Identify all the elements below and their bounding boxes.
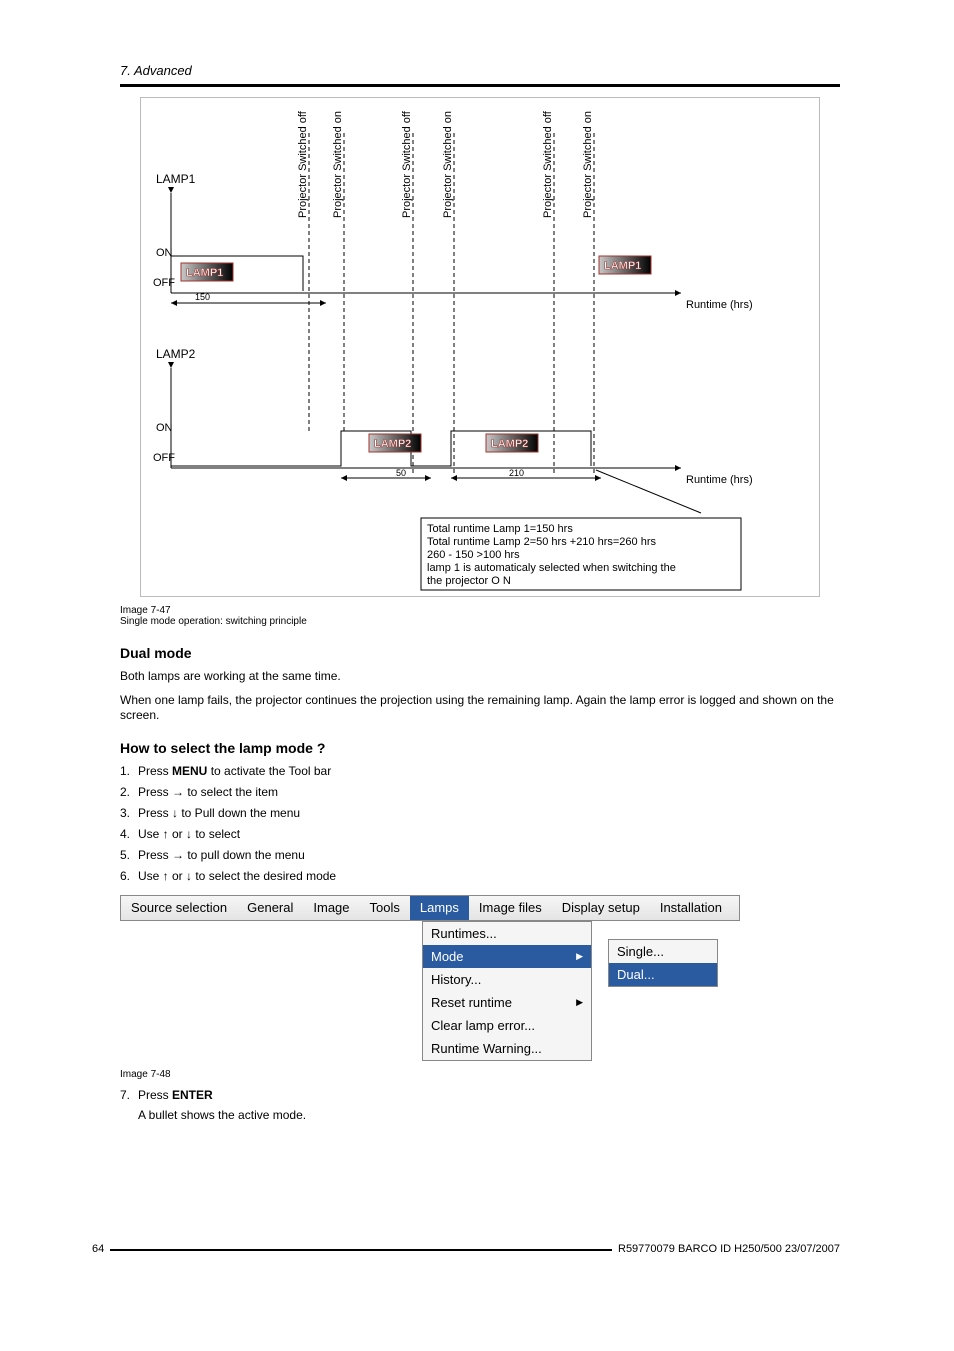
- dropdown-item[interactable]: Runtimes...: [423, 922, 591, 945]
- svg-text:50: 50: [396, 468, 406, 478]
- menubar-item[interactable]: Source selection: [121, 896, 237, 920]
- switching-diagram: Projector Switched off Projector Switched…: [140, 97, 820, 597]
- step-item: 6.Use ↑ or ↓ to select the desired mode: [120, 869, 840, 883]
- header-rule: [120, 84, 840, 87]
- submenu-arrow-icon: ▶: [576, 997, 583, 1008]
- info-line: Total runtime Lamp 1=150 hrs: [427, 523, 573, 535]
- menubar-item[interactable]: Image files: [469, 896, 552, 920]
- svg-text:LAMP1: LAMP1: [186, 267, 223, 279]
- dual-mode-p2: When one lamp fails, the projector conti…: [120, 693, 840, 724]
- dropdown-mode: Single...Dual...: [608, 939, 718, 987]
- info-line: the projector O N: [427, 575, 511, 587]
- dropdown-lamps: Runtimes...Mode▶History...Reset runtime▶…: [422, 921, 592, 1061]
- menubar-item[interactable]: Tools: [360, 896, 410, 920]
- projector-switch-label: Projector Switched on: [332, 111, 344, 218]
- projector-switch-label: Projector Switched off: [542, 110, 554, 218]
- svg-text:LAMP2: LAMP2: [491, 438, 528, 450]
- projector-switch-label: Projector Switched off: [297, 110, 309, 218]
- lamp2-label: LAMP2: [156, 347, 196, 361]
- dropdown-item[interactable]: Mode▶: [423, 945, 591, 968]
- info-line: Total runtime Lamp 2=50 hrs +210 hrs=260…: [427, 536, 656, 548]
- svg-text:LAMP2: LAMP2: [374, 438, 411, 450]
- dropdown-item[interactable]: Single...: [609, 940, 717, 963]
- svg-text:Runtime (hrs): Runtime (hrs): [686, 299, 753, 311]
- projector-switch-label: Projector Switched on: [582, 111, 594, 218]
- dropdown-item[interactable]: Dual...: [609, 963, 717, 986]
- dropdown-item[interactable]: Reset runtime▶: [423, 991, 591, 1014]
- caption-1-text: Single mode operation: switching princip…: [120, 616, 840, 627]
- svg-text:OFF: OFF: [153, 452, 175, 464]
- dropdown-item[interactable]: Clear lamp error...: [423, 1014, 591, 1037]
- svg-text:Runtime (hrs): Runtime (hrs): [686, 474, 753, 486]
- howto-heading: How to select the lamp mode ?: [120, 740, 840, 756]
- page-header: 7. Advanced: [120, 63, 840, 78]
- dropdown-item[interactable]: Runtime Warning...: [423, 1037, 591, 1060]
- submenu-arrow-icon: ▶: [576, 951, 583, 962]
- page-footer: 64 R59770079 BARCO ID H250/500 23/07/200…: [92, 1243, 840, 1255]
- caption-2-num: Image 7-48: [120, 1069, 840, 1080]
- svg-text:150: 150: [195, 292, 210, 302]
- svg-text:OFF: OFF: [153, 277, 175, 289]
- caption-1-num: Image 7-47: [120, 605, 840, 616]
- svg-text:LAMP1: LAMP1: [604, 260, 641, 272]
- step-item: 5.Press → to pull down the menu: [120, 848, 840, 862]
- step-item: 2.Press → to select the item: [120, 785, 840, 799]
- projector-switch-label: Projector Switched off: [401, 110, 413, 218]
- step-item: 3.Press ↓ to Pull down the menu: [120, 806, 840, 820]
- dual-mode-p1: Both lamps are working at the same time.: [120, 669, 840, 685]
- step-item: 4.Use ↑ or ↓ to select: [120, 827, 840, 841]
- dropdown-item[interactable]: History...: [423, 968, 591, 991]
- menubar-item[interactable]: Display setup: [552, 896, 650, 920]
- menubar-item[interactable]: Image: [303, 896, 359, 920]
- footer-right: R59770079 BARCO ID H250/500 23/07/2007: [618, 1243, 840, 1255]
- menubar: Source selectionGeneralImageToolsLampsIm…: [120, 895, 740, 921]
- step-7-sub: A bullet shows the active mode.: [138, 1108, 840, 1122]
- step-item: 1.Press MENU to activate the Tool bar: [120, 764, 840, 778]
- info-line: 260 - 150 >100 hrs: [427, 549, 520, 561]
- menu-screenshot: Source selectionGeneralImageToolsLampsIm…: [120, 895, 740, 1065]
- lamp1-label: LAMP1: [156, 172, 196, 186]
- menubar-item[interactable]: Lamps: [410, 896, 469, 920]
- page-number: 64: [92, 1243, 104, 1255]
- svg-text:210: 210: [509, 468, 524, 478]
- svg-text:ON: ON: [156, 247, 173, 259]
- menubar-item[interactable]: Installation: [650, 896, 732, 920]
- menubar-item[interactable]: General: [237, 896, 303, 920]
- howto-steps: 1.Press MENU to activate the Tool bar 2.P…: [120, 764, 840, 883]
- projector-switch-label: Projector Switched on: [442, 111, 454, 218]
- step-7: 7. Press ENTER: [120, 1088, 840, 1102]
- svg-text:ON: ON: [156, 422, 173, 434]
- dual-mode-heading: Dual mode: [120, 645, 840, 661]
- info-line: lamp 1 is automaticaly selected when swi…: [427, 562, 676, 574]
